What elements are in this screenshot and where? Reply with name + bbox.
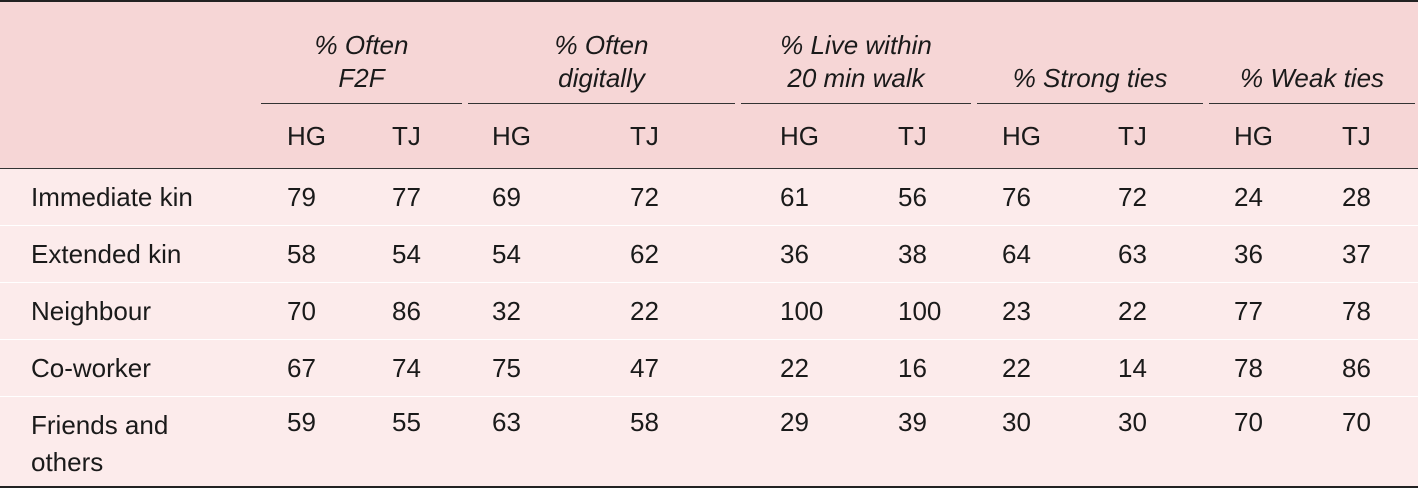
cell: 29 <box>780 407 809 437</box>
table-row: Co-worker 67 74 75 47 22 16 22 14 78 86 <box>0 340 1418 397</box>
cell: 22 <box>1002 352 1031 383</box>
cell: 63 <box>1118 238 1147 269</box>
group-row: % Often F2F % Often digitally % Live withi… <box>0 1 1418 104</box>
subheader: HG <box>738 104 870 169</box>
table-head: % Often F2F % Often digitally % Live withi… <box>0 1 1418 169</box>
cell: 69 <box>492 181 521 212</box>
cell: 63 <box>492 407 521 437</box>
cell: 70 <box>1234 407 1263 437</box>
cell: 62 <box>630 238 659 269</box>
cell: 36 <box>1234 238 1263 269</box>
cell: 79 <box>287 181 316 212</box>
cell: 16 <box>898 352 927 383</box>
cell: 55 <box>392 407 421 437</box>
cell: 76 <box>1002 181 1031 212</box>
subheader: TJ <box>870 104 974 169</box>
row-label-cell: Immediate kin <box>0 169 258 226</box>
group-label: % Often digitally <box>554 30 649 93</box>
cell: 70 <box>287 295 316 326</box>
cell: 67 <box>287 352 316 383</box>
cell: 78 <box>1234 352 1263 383</box>
cell: 86 <box>1342 352 1371 383</box>
cell: 75 <box>492 352 521 383</box>
cell: 78 <box>1342 295 1371 326</box>
subheader: TJ <box>1320 104 1418 169</box>
table-row: Immediate kin 79 77 69 72 61 56 76 72 24 28 <box>0 169 1418 226</box>
cell: 58 <box>630 407 659 437</box>
group-header: % Often digitally <box>465 1 738 104</box>
subheader: TJ <box>610 104 738 169</box>
subheader: TJ <box>1095 104 1207 169</box>
subheader: TJ <box>370 104 465 169</box>
cell: 39 <box>898 407 927 437</box>
subheader: HG <box>1206 104 1321 169</box>
cell: 30 <box>1118 407 1147 437</box>
group-header: % Weak ties <box>1206 1 1418 104</box>
cell: 24 <box>1234 181 1263 212</box>
cell: 38 <box>898 238 927 269</box>
group-underline: % Weak ties <box>1209 62 1416 104</box>
cell: 100 <box>898 295 942 326</box>
corner <box>0 1 258 104</box>
cell: 22 <box>780 352 809 383</box>
cell: 56 <box>898 181 927 212</box>
row-label: Immediate kin <box>31 181 193 212</box>
row-label: Neighbour <box>31 295 151 326</box>
subheader: HG <box>258 104 370 169</box>
cell: 54 <box>392 238 421 269</box>
row-label-cell: Extended kin <box>0 226 258 283</box>
cell: 77 <box>1234 295 1263 326</box>
group-label: % Often F2F <box>314 30 409 93</box>
row-label: Co-worker <box>31 352 151 383</box>
subheader: HG <box>465 104 610 169</box>
row-label-cell: Friends and others <box>0 397 258 487</box>
table-row: Extended kin 58 54 54 62 36 38 64 63 36 37 <box>0 226 1418 283</box>
group-underline: % Often F2F <box>261 29 462 104</box>
cell: 30 <box>1002 407 1031 437</box>
cell: 36 <box>780 238 809 269</box>
group-header: % Often F2F <box>258 1 465 104</box>
cell: 74 <box>392 352 421 383</box>
group-label: % Live within 20 min walk <box>780 30 932 93</box>
cell: 22 <box>1118 295 1147 326</box>
cell: 72 <box>1118 181 1147 212</box>
cell: 100 <box>780 295 824 326</box>
cell: 70 <box>1342 407 1371 437</box>
cell: 47 <box>630 352 659 383</box>
cell: 22 <box>630 295 659 326</box>
subheader-row: HG TJ HG TJ HG TJ HG TJ HG TJ <box>0 104 1418 169</box>
row-label: Extended kin <box>31 238 182 269</box>
group-label: % Weak ties <box>1240 63 1385 93</box>
row-label-cell: Neighbour <box>0 283 258 340</box>
group-header: % Strong ties <box>974 1 1206 104</box>
cell: 37 <box>1342 238 1371 269</box>
group-header: % Live within 20 min walk <box>738 1 974 104</box>
cell: 32 <box>492 295 521 326</box>
corner <box>0 104 258 169</box>
cell: 58 <box>287 238 316 269</box>
row-label: Friends and others <box>31 410 169 477</box>
table-row: Neighbour 70 86 32 22 100 100 23 22 77 78 <box>0 283 1418 340</box>
cell: 61 <box>780 181 809 212</box>
cell: 72 <box>630 181 659 212</box>
cell: 77 <box>392 181 421 212</box>
cell: 59 <box>287 407 316 437</box>
cell: 64 <box>1002 238 1031 269</box>
cell: 86 <box>392 295 421 326</box>
cell: 23 <box>1002 295 1031 326</box>
table-body: Immediate kin 79 77 69 72 61 56 76 72 24 28 Extende… <box>0 168 1418 487</box>
group-underline: % Often digitally <box>468 29 735 104</box>
group-underline: % Strong ties <box>977 62 1204 104</box>
table-row: Friends and others 59 55 63 58 29 39 30 30 70 70 <box>0 397 1418 487</box>
cell: 14 <box>1118 352 1147 383</box>
group-underline: % Live within 20 min walk <box>741 29 971 104</box>
row-label-cell: Co-worker <box>0 340 258 397</box>
cell: 54 <box>492 238 521 269</box>
subheader: HG <box>974 104 1095 169</box>
group-label: % Strong ties <box>1012 63 1168 93</box>
cell: 28 <box>1342 181 1371 212</box>
